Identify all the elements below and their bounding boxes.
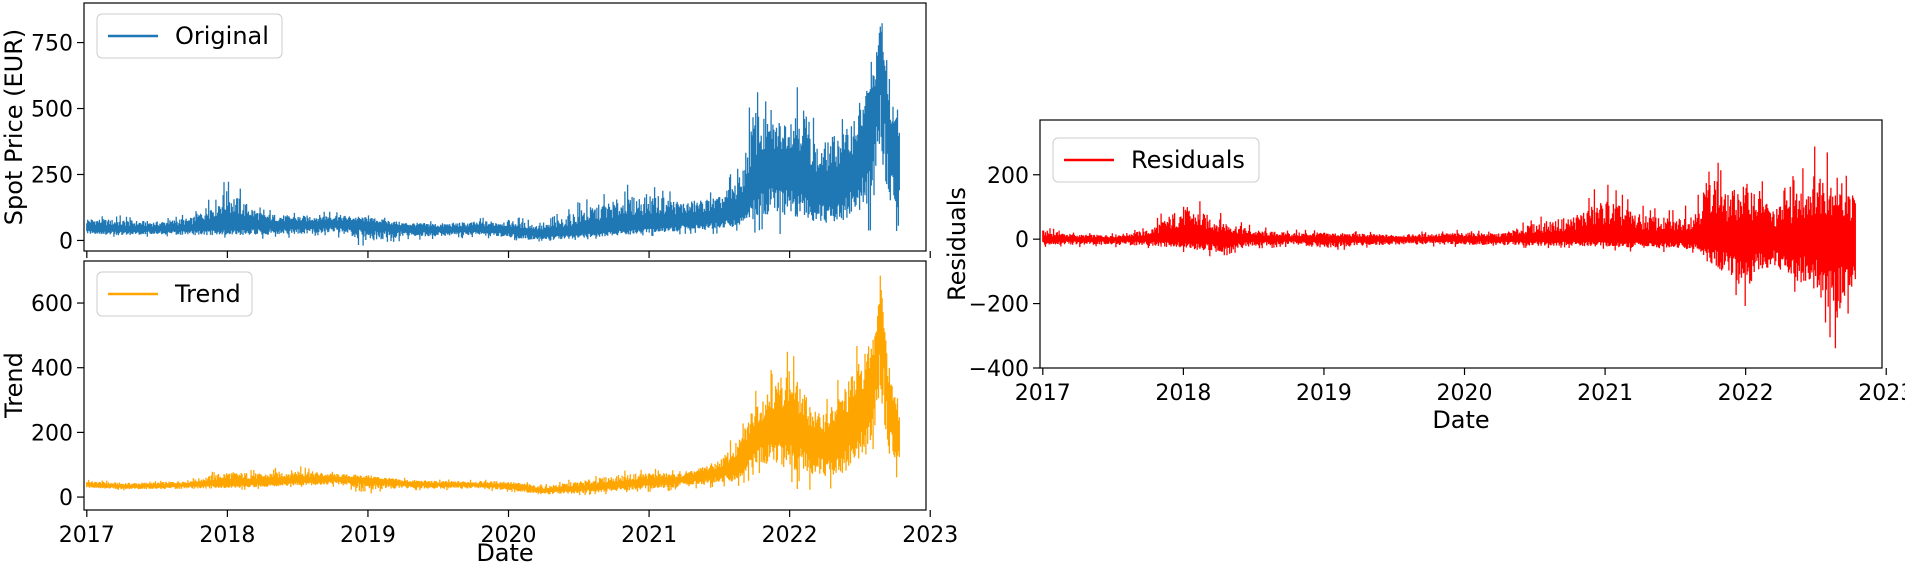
y-tick-label: 200 bbox=[31, 421, 73, 446]
legend-box bbox=[1052, 137, 1260, 183]
legend-label: Original bbox=[175, 22, 269, 50]
x-ticks: 2017 2018 2019 2020 2021 2022 2023 bbox=[59, 510, 958, 548]
x-tick-label: 2023 bbox=[902, 523, 958, 548]
y-ticks: 0 250 500 750 bbox=[31, 32, 84, 254]
chart-original: 0 250 500 750 Spot Price (EUR) Original bbox=[0, 2, 931, 258]
plot-frame bbox=[1039, 119, 1883, 369]
y-tick-label: 400 bbox=[31, 357, 73, 382]
x-tick-label: 2017 bbox=[59, 523, 115, 548]
legend-box bbox=[96, 13, 283, 59]
x-tick-label: 2018 bbox=[1155, 381, 1211, 406]
x-tick-label: 2022 bbox=[1718, 381, 1774, 406]
y-tick-label: 750 bbox=[31, 32, 73, 57]
x-tick-label: 2022 bbox=[762, 523, 818, 548]
y-axis-label: Residuals bbox=[943, 187, 971, 301]
series-band bbox=[86, 23, 900, 246]
y-tick-label: −200 bbox=[969, 293, 1029, 318]
y-tick-label: 0 bbox=[59, 229, 73, 254]
x-tick-label: 2020 bbox=[481, 523, 537, 548]
y-axis-label: Trend bbox=[0, 352, 28, 419]
series-line-residuals bbox=[1042, 146, 1856, 349]
y-ticks: 0 200 400 600 bbox=[31, 292, 84, 511]
x-tick-label: 2018 bbox=[199, 523, 255, 548]
y-tick-label: −400 bbox=[969, 357, 1029, 382]
plot-frame bbox=[83, 260, 927, 511]
x-tick-label: 2021 bbox=[621, 523, 677, 548]
legend: Residuals bbox=[1052, 137, 1260, 183]
plot-frame bbox=[83, 2, 927, 252]
legend-label: Trend bbox=[174, 280, 241, 308]
x-tick-label: 2021 bbox=[1577, 381, 1633, 406]
x-axis-label: Date bbox=[1432, 406, 1489, 434]
series-line-original bbox=[86, 23, 900, 246]
y-axis-label: Spot Price (EUR) bbox=[0, 29, 28, 226]
x-tick-label: 2019 bbox=[340, 523, 396, 548]
x-axis-label: Date bbox=[476, 539, 533, 566]
series-line-trend bbox=[86, 275, 900, 496]
y-tick-label: 500 bbox=[31, 98, 73, 123]
legend: Trend bbox=[96, 271, 253, 317]
x-tick-label: 2019 bbox=[1296, 381, 1352, 406]
y-tick-label: 0 bbox=[59, 486, 73, 511]
y-tick-label: 0 bbox=[1015, 228, 1029, 253]
x-ticks: 2017 2018 2019 2020 2021 2022 2023 bbox=[1015, 368, 1905, 406]
series-band bbox=[1042, 146, 1856, 349]
chart-residuals: −400 −200 0 200 2017 2018 2019 2020 2021 2022 202… bbox=[943, 119, 1905, 434]
x-ticks bbox=[86, 251, 931, 258]
y-ticks: −400 −200 0 200 bbox=[969, 164, 1040, 382]
x-tick-label: 2020 bbox=[1437, 381, 1493, 406]
y-tick-label: 600 bbox=[31, 292, 73, 317]
legend-box bbox=[96, 271, 253, 317]
legend: Original bbox=[96, 13, 283, 59]
series-band bbox=[86, 275, 900, 496]
x-tick-label: 2017 bbox=[1015, 381, 1071, 406]
x-tick-label: 2023 bbox=[1858, 381, 1905, 406]
y-tick-label: 250 bbox=[31, 163, 73, 188]
y-tick-label: 200 bbox=[987, 164, 1029, 189]
legend-label: Residuals bbox=[1131, 146, 1245, 174]
